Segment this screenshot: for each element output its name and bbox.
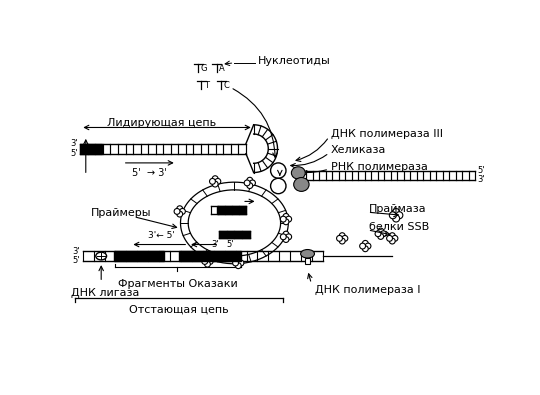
Bar	[305, 258, 310, 264]
Circle shape	[389, 233, 395, 239]
Text: ДНК лигаза: ДНК лигаза	[71, 288, 139, 298]
Text: 5'  → 3': 5' → 3'	[132, 167, 167, 177]
Circle shape	[360, 243, 366, 249]
Bar	[219, 231, 250, 238]
Ellipse shape	[292, 167, 305, 179]
Circle shape	[362, 241, 368, 246]
Text: 5': 5'	[227, 240, 234, 249]
Text: Хеликаза: Хеликаза	[330, 145, 386, 155]
Circle shape	[286, 234, 292, 240]
Circle shape	[393, 209, 400, 216]
Bar	[80, 144, 102, 154]
Text: 3': 3'	[72, 247, 79, 256]
Circle shape	[283, 231, 289, 237]
Text: Лидирующая цепь: Лидирующая цепь	[107, 118, 216, 128]
Circle shape	[396, 212, 403, 219]
Circle shape	[174, 209, 180, 214]
Text: белки SSB: белки SSB	[369, 222, 429, 232]
Circle shape	[247, 183, 253, 188]
Circle shape	[336, 235, 342, 241]
Circle shape	[205, 256, 211, 262]
Circle shape	[339, 233, 345, 239]
Text: ДНК полимераза I: ДНК полимераза I	[315, 285, 421, 295]
Text: 3': 3'	[478, 175, 485, 184]
Text: РНК полимераза: РНК полимераза	[330, 162, 428, 172]
Circle shape	[207, 259, 213, 264]
Circle shape	[387, 235, 393, 241]
Circle shape	[280, 234, 286, 240]
Circle shape	[392, 235, 398, 241]
Text: 3'← 5': 3'← 5'	[148, 231, 174, 240]
Circle shape	[378, 228, 383, 234]
Circle shape	[375, 231, 381, 237]
Bar	[113, 252, 164, 261]
Text: 5': 5'	[478, 166, 485, 175]
Text: 5': 5'	[71, 149, 78, 158]
Circle shape	[342, 235, 348, 241]
Circle shape	[393, 215, 400, 222]
Bar	[179, 252, 240, 261]
Circle shape	[280, 216, 286, 222]
Text: Фрагменты Оказаки: Фрагменты Оказаки	[118, 279, 237, 289]
Text: 3': 3'	[70, 139, 78, 148]
Circle shape	[235, 258, 241, 263]
Circle shape	[179, 209, 185, 214]
Circle shape	[238, 260, 244, 266]
Text: A: A	[219, 64, 225, 73]
Text: Праймаза: Праймаза	[369, 204, 427, 214]
Circle shape	[235, 263, 241, 269]
Text: 5': 5'	[72, 256, 79, 265]
Circle shape	[381, 231, 386, 237]
Circle shape	[339, 238, 345, 244]
Circle shape	[283, 213, 289, 219]
Circle shape	[215, 179, 221, 184]
Text: 3': 3'	[211, 240, 219, 249]
Ellipse shape	[96, 252, 106, 260]
Circle shape	[244, 180, 250, 186]
Circle shape	[389, 238, 395, 244]
Text: Отстающая цепь: Отстающая цепь	[129, 305, 229, 314]
Circle shape	[177, 206, 183, 212]
Circle shape	[389, 212, 396, 219]
Bar	[218, 206, 246, 214]
Circle shape	[212, 181, 218, 187]
Circle shape	[247, 177, 253, 183]
Circle shape	[210, 179, 215, 184]
Circle shape	[233, 260, 239, 266]
Circle shape	[286, 216, 292, 222]
Text: Нуклеотиды: Нуклеотиды	[258, 56, 330, 66]
Circle shape	[365, 243, 371, 249]
Circle shape	[212, 176, 218, 182]
Text: C: C	[224, 81, 230, 90]
Text: T: T	[204, 81, 208, 90]
Circle shape	[249, 180, 255, 186]
Circle shape	[202, 259, 208, 264]
Ellipse shape	[294, 177, 309, 192]
Ellipse shape	[271, 163, 286, 178]
Text: G: G	[200, 64, 207, 73]
Circle shape	[177, 211, 183, 217]
Circle shape	[283, 237, 289, 243]
Circle shape	[378, 233, 383, 239]
Text: Праймеры: Праймеры	[91, 208, 151, 218]
Text: ДНК полимераза III: ДНК полимераза III	[330, 129, 443, 139]
Circle shape	[205, 261, 211, 267]
Ellipse shape	[271, 178, 286, 194]
Ellipse shape	[301, 250, 314, 258]
Circle shape	[283, 219, 289, 225]
Circle shape	[362, 246, 368, 252]
